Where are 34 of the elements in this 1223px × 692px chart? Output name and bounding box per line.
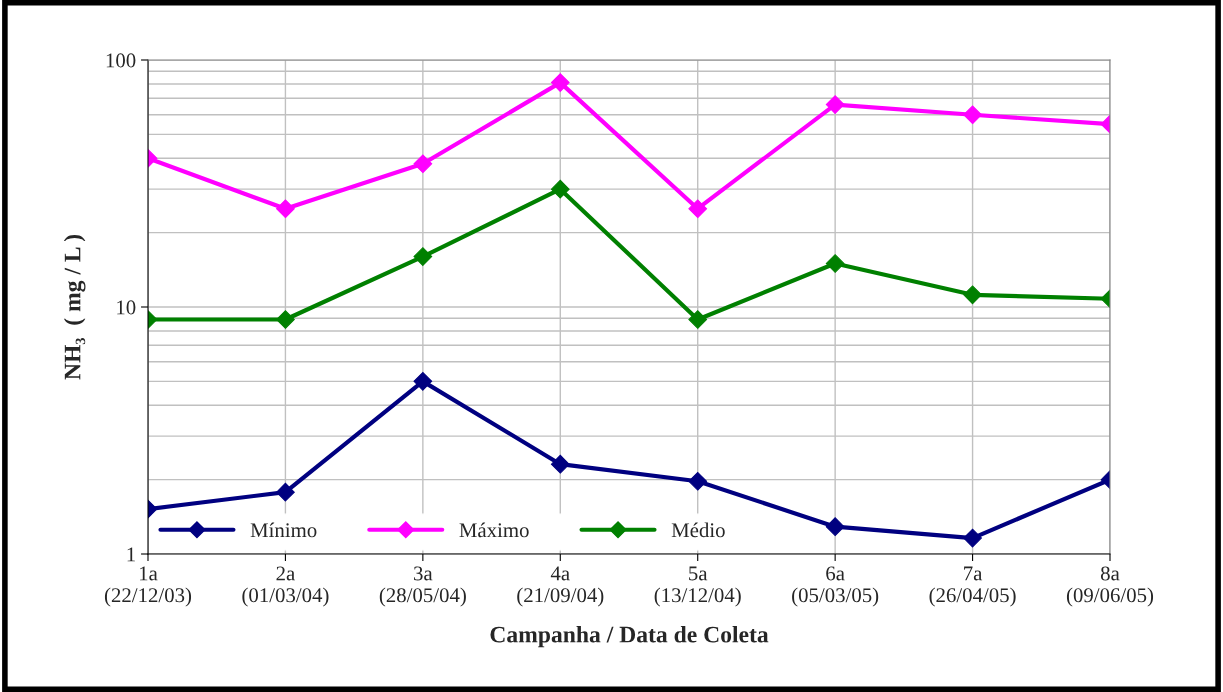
y-tick-label: 1 (127, 547, 135, 562)
x-tick-label: 4a (21/09/04) (517, 566, 604, 607)
x-tick-label: 6a (05/03/05) (792, 566, 879, 607)
point (688, 199, 708, 219)
legend-label: Máximo (459, 522, 529, 538)
point (276, 482, 295, 502)
point (413, 154, 433, 174)
x-tick-label: 3a (28/05/04) (379, 566, 466, 607)
legend-label: Médio (671, 522, 725, 538)
y-tick-label: 100 (106, 53, 136, 68)
point (276, 310, 295, 329)
point (276, 199, 295, 219)
y-axis-title: NH₃ ( mg / L ) (63, 234, 86, 380)
point (825, 95, 845, 114)
x-tick-label: 8a (09/06/05) (1066, 566, 1154, 607)
point (413, 247, 433, 266)
point (963, 105, 982, 125)
point (550, 73, 570, 92)
x-axis-title: Campanha / Data de Coleta (490, 625, 769, 648)
legend-label: Mínimo (250, 522, 317, 538)
point (963, 528, 982, 548)
point (688, 471, 708, 491)
point (550, 179, 570, 199)
x-tick-label: 5a (13/12/04) (654, 566, 741, 607)
point (825, 254, 845, 273)
point (550, 454, 570, 474)
point (688, 310, 708, 329)
point (825, 517, 845, 537)
point (413, 372, 433, 391)
x-tick-label: 7a (26/04/05) (929, 566, 1016, 607)
x-tick-label: 2a (01/03/04) (242, 566, 329, 607)
y-tick-label: 10 (117, 300, 136, 315)
x-tick-label: 1a (22/12/03) (104, 566, 192, 607)
point (963, 285, 982, 305)
